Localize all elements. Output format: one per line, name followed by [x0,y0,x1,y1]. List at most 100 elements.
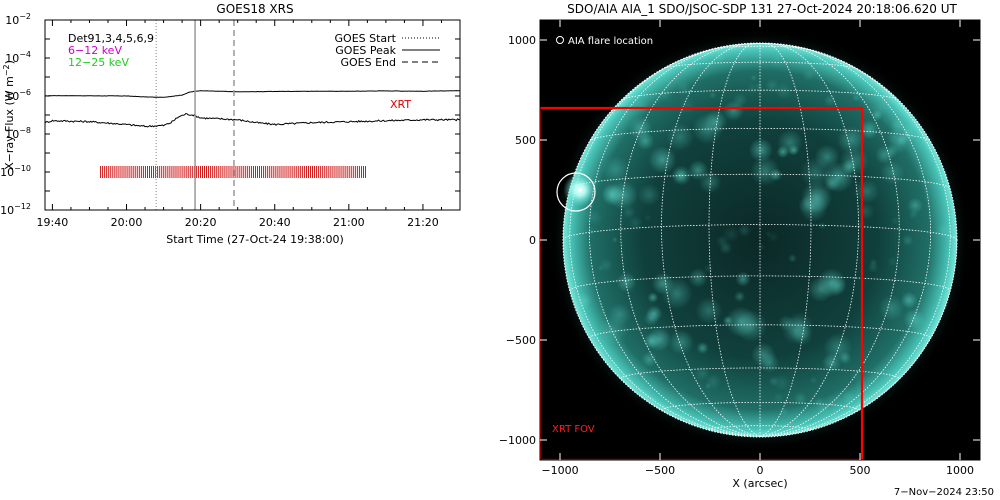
active-region [849,369,865,384]
goes-ytick-label: 10−10 [0,164,31,179]
goes-xtick-label: 20:20 [185,216,217,229]
active-region [628,116,653,141]
active-region [703,263,714,274]
goes-legend: GOES Start GOES Peak GOES End [335,32,440,69]
active-region [643,333,660,349]
active-region [651,272,675,295]
active-region [722,225,740,243]
aia-xtick-label: 500 [850,464,871,477]
longitude-line [759,43,957,437]
active-region [671,165,692,186]
active-region [678,97,696,115]
active-region [599,258,613,272]
active-region [890,216,900,226]
active-region [734,291,746,303]
aia-chart-title: SDO/AIA AIA_1 SDO/JSOC-SDP 131 27-Oct-20… [567,2,957,16]
goes-ytick-label: 10−8 [5,126,31,141]
goes-series-line [44,90,461,98]
active-region [698,170,722,194]
aia-xtick-label: −1000 [541,464,578,477]
active-region [634,98,649,113]
longitude-line [759,43,859,437]
active-region [935,222,951,238]
latitude-line [661,61,859,70]
active-region [856,202,875,221]
goes-xrs-chart: GOES18 XRS 10−2 10−4 10−6 10−8 10−10 10−12 19:… [0,2,461,246]
active-region [750,74,757,82]
longitude-line [759,43,900,437]
goes-chart-title: GOES18 XRS [216,2,293,16]
active-region [802,69,815,82]
active-region [748,138,773,163]
footer-timestamp: 7−Nov−2024 23:50 [893,487,994,498]
legend-goes-start-label: GOES Start [335,32,397,45]
goes-xaxis-label: Start Time (27-Oct-24 19:38:00) [166,233,344,246]
active-region [705,372,721,388]
active-region [900,291,918,309]
goes-xrt-observations [100,166,366,178]
active-region [715,52,726,63]
goes-plot-area: 10−2 10−4 10−6 10−8 10−10 10−12 19:40 20:00 20:2… [0,12,461,229]
active-region [756,242,766,252]
active-region [628,215,643,231]
active-region [602,156,630,184]
goes-yaxis-label-sup: −2 [2,64,11,76]
active-region [737,223,752,238]
aia-ytick-label: −1000 [499,434,536,447]
active-region [688,268,708,288]
active-region [859,120,879,140]
active-region [774,81,793,100]
goes-xtick-label: 21:20 [407,216,439,229]
active-region [852,94,860,102]
active-region [647,292,659,303]
active-region [586,226,596,236]
active-region [735,271,751,287]
active-region [782,316,810,345]
active-region [880,160,905,185]
latitude-line [563,224,957,241]
aia-ytick-label: −500 [506,334,536,347]
aia-ytick-label: 1000 [508,34,536,47]
aia-xtick-label: −500 [645,464,675,477]
active-region [751,342,776,368]
active-region [708,91,717,99]
active-region [694,366,710,381]
goes-ytick-label: 10−6 [5,88,31,103]
active-region [823,94,836,107]
goes-xtick-label: 20:00 [111,216,143,229]
active-region [659,89,673,103]
longitude-line [563,43,761,437]
active-region [735,310,768,342]
active-region [907,197,924,214]
goes-yaxis-label-text: X−ray Flux (W m−2) [2,60,16,170]
active-region [839,146,869,177]
active-region [809,376,818,384]
goes-xrt-label: XRT [390,98,411,111]
goes-ytick-label: 10−2 [5,12,31,27]
xrt-fov-box [540,106,864,460]
active-region [901,234,914,247]
active-region [602,182,623,203]
active-region [779,407,789,417]
active-region [854,218,866,230]
aia-axes: −1000 −500 0 500 1000 −1000 −500 0 500 1000 [499,20,980,477]
active-region [816,402,830,416]
goes-xtick-label: 20:40 [259,216,291,229]
active-region [668,329,694,355]
xrt-fov-label: XRT FOV [552,424,595,435]
active-region [802,185,831,215]
flare-brightening [563,173,597,207]
active-region [903,308,925,331]
goes-ytick-label: 10−4 [5,50,31,65]
active-region [787,253,797,263]
active-region [765,230,772,238]
active-region [644,214,652,222]
active-region [641,351,658,368]
goes-detector-label: Det91,3,4,5,6,9 [68,32,154,45]
legend-goes-end-label: GOES End [340,56,396,69]
aia-plot-area [540,20,980,460]
active-region [886,128,904,145]
active-region [793,391,808,406]
active-region [695,296,723,325]
